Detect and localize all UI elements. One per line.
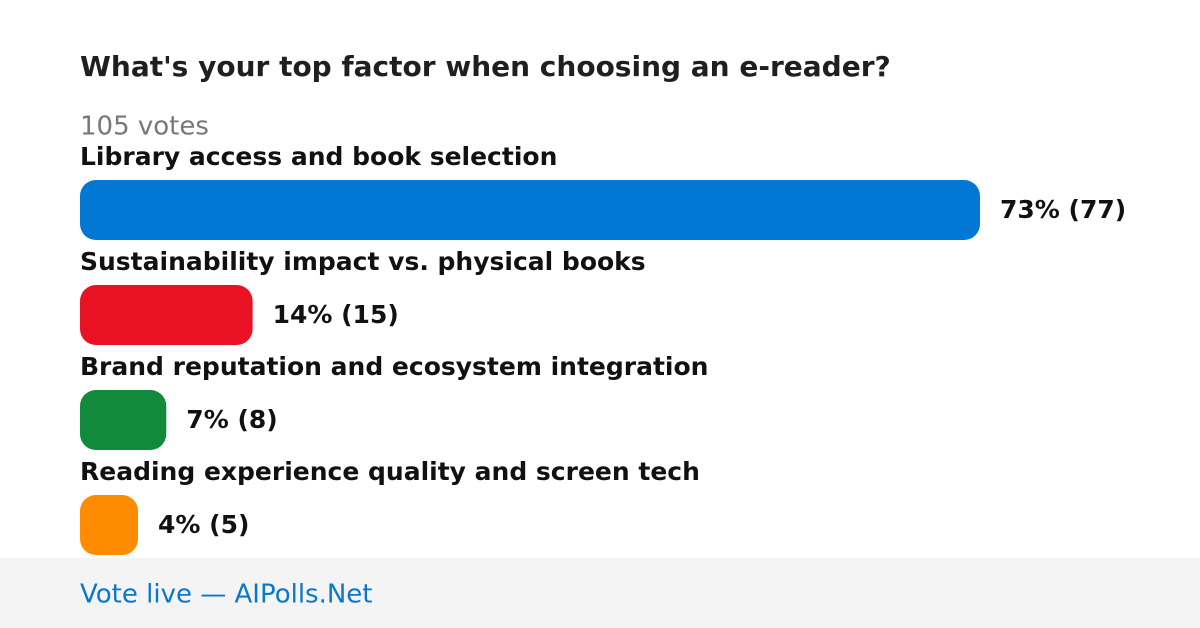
value-label: 14% (15) — [273, 300, 399, 329]
poll-title: What's your top factor when choosing an … — [80, 50, 891, 83]
vote-count: 105 votes — [80, 112, 209, 142]
value-label: 7% (8) — [186, 405, 277, 434]
footer-link[interactable]: Vote live — AIPolls.Net — [80, 580, 373, 610]
value-label: 4% (5) — [158, 510, 249, 539]
option-label: Reading experience quality and screen te… — [80, 457, 700, 486]
bar — [80, 180, 980, 240]
option-label: Library access and book selection — [80, 142, 557, 171]
bar — [80, 285, 253, 345]
option-label: Brand reputation and ecosystem integrati… — [80, 352, 708, 381]
value-label: 73% (77) — [1000, 195, 1126, 224]
bar — [80, 495, 138, 555]
bar — [80, 390, 167, 450]
option-label: Sustainability impact vs. physical books — [80, 247, 646, 276]
footer-band — [0, 558, 1200, 628]
